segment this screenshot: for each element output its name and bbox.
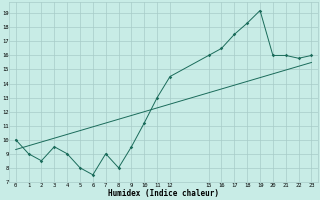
X-axis label: Humidex (Indice chaleur): Humidex (Indice chaleur): [108, 189, 219, 198]
